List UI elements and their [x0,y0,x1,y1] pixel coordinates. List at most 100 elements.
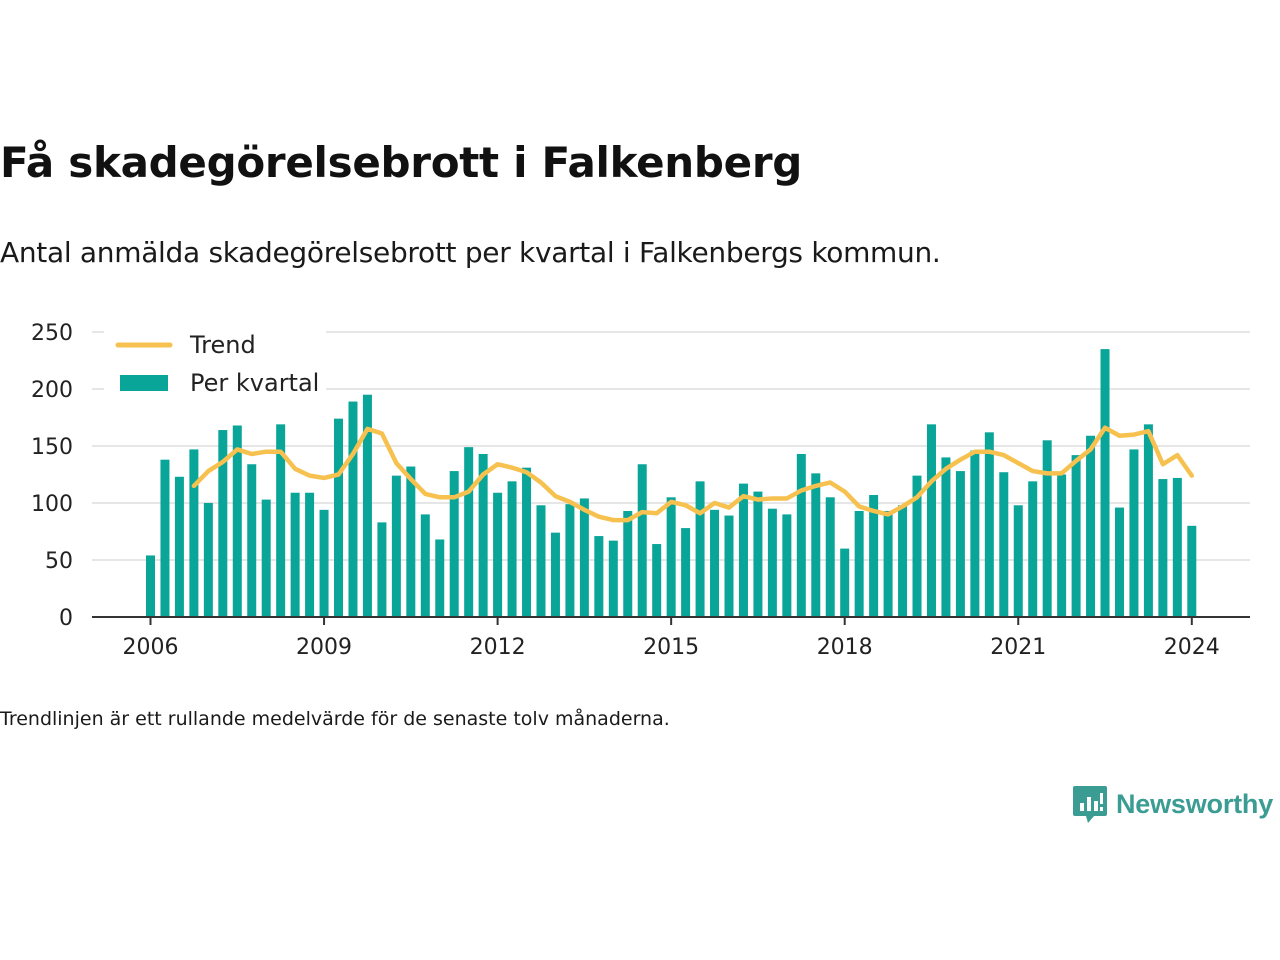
bar [391,475,401,617]
chart: 0 50 100 150 200 250 2006 2009 2012 2015 2018 2021… [31,321,1250,660]
y-tick-label: 100 [31,492,73,517]
legend-background [104,329,326,405]
bar [232,425,242,617]
bar [493,492,503,617]
bar [1158,479,1168,617]
bar [305,492,315,617]
bar [666,497,676,617]
y-tick-labels: 0 50 100 150 200 250 [31,321,73,631]
chart-title: Få skadegörelsebrott i Falkenberg [0,138,803,187]
bar [261,499,271,617]
bar [926,424,936,617]
bar [724,515,734,617]
chart-footnote: Trendlinjen är ett rullande medelvärde f… [0,708,670,730]
bar [898,505,908,617]
trend-line [191,425,1195,523]
bar [146,555,155,617]
x-axis: 2006 2009 2012 2015 2018 2021 2024 [92,616,1250,660]
bar [869,495,879,617]
bar [218,430,228,617]
bar [811,473,821,617]
bar [550,532,560,617]
bar [334,418,344,617]
bar [738,483,748,617]
brand: Newsworthy [1072,784,1273,824]
bar [189,449,199,617]
y-tick-label: 250 [31,321,73,346]
x-tick-label: 2024 [1164,635,1220,660]
bar [999,472,1009,617]
y-tick-label: 200 [31,378,73,403]
bar [1028,481,1038,617]
bar [854,510,864,617]
x-tick-label: 2018 [817,635,873,660]
bar [319,509,329,617]
x-tick-label: 2012 [470,635,526,660]
legend-bar-label: Per kvartal [190,369,319,397]
y-tick-label: 150 [31,435,73,460]
bar [290,492,300,617]
bar [1071,455,1081,617]
bar [710,509,720,617]
bar [695,481,705,617]
bar [1013,505,1023,617]
bar [1172,477,1182,617]
x-tick-label: 2006 [123,635,179,660]
bar [420,514,430,617]
bar [1086,435,1096,617]
brand-name: Newsworthy [1116,788,1274,819]
legend: Trend Per kvartal [104,329,326,405]
bar [522,467,532,617]
bar [767,508,777,617]
bar [608,540,618,617]
newsworthy-logo-icon [1073,786,1107,823]
bar [825,497,835,617]
bar [565,504,575,617]
bar [883,510,893,617]
bar [782,514,792,617]
bar [174,476,184,617]
bar [1057,474,1067,617]
chart-subtitle: Antal anmälda skadegörelsebrott per kvar… [0,236,941,269]
bar [406,466,416,617]
bar [203,503,213,617]
bar [1187,525,1197,617]
bar [536,505,546,617]
bar [362,394,372,617]
bar [970,450,980,617]
y-tick-label: 0 [59,606,73,631]
bars [146,349,1197,617]
bar [435,539,445,617]
y-tick-label: 50 [45,549,73,574]
bar [247,464,257,617]
bar [652,544,662,617]
bar [796,453,806,617]
legend-bar-swatch [120,375,168,391]
bar [955,471,965,617]
bar [941,457,951,617]
bar [160,459,170,617]
bar [637,464,647,617]
bar [1129,449,1139,617]
bar [507,481,517,617]
bar [478,453,488,617]
bar [984,432,994,617]
bar [1100,349,1110,617]
bar [1143,424,1153,617]
bar [449,471,459,617]
trend-line-group [191,425,1195,523]
bar [276,424,286,617]
legend-trend-label: Trend [189,331,256,359]
bar [464,447,474,617]
bar [840,548,850,617]
bar [377,522,387,617]
bar [1114,507,1124,617]
bar [579,498,589,617]
bar [623,510,633,617]
bar [912,475,922,617]
bar [594,536,604,617]
bar [681,528,691,617]
bar [1042,440,1052,617]
x-tick-label: 2015 [643,635,699,660]
x-tick-label: 2009 [296,635,352,660]
